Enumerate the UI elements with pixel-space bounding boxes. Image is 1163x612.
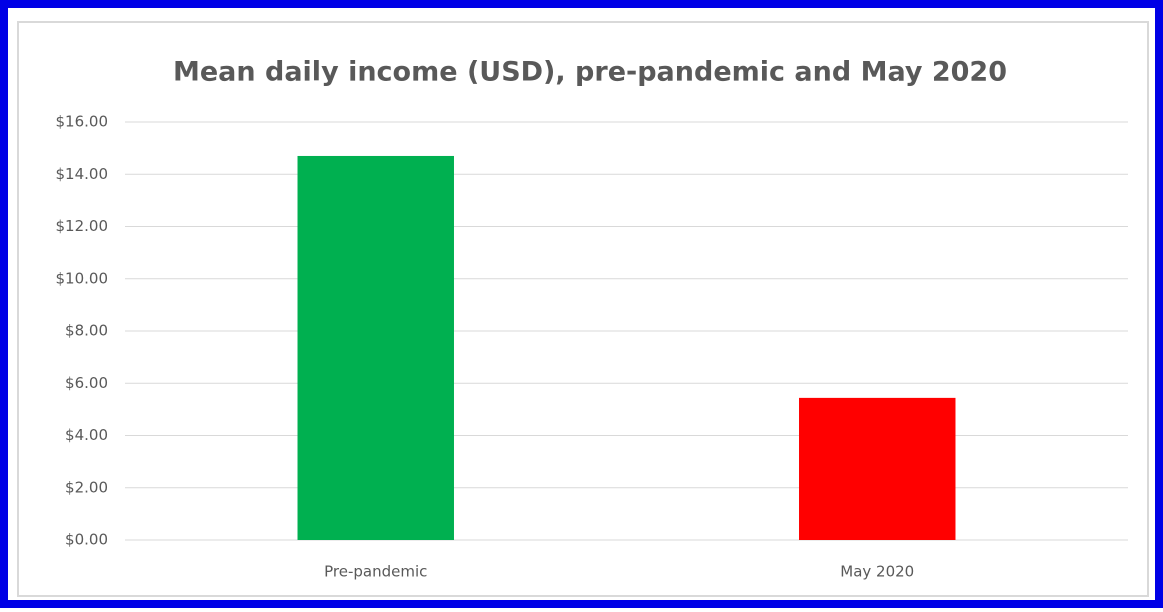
y-tick-label: $6.00 [65,374,108,392]
y-tick-label: $10.00 [56,269,109,287]
bar [297,155,454,540]
y-tick-label: $12.00 [56,217,109,235]
y-tick-label: $14.00 [56,165,109,183]
bar [799,397,956,540]
y-tick-label: $4.00 [65,426,108,444]
x-tick-label: Pre-pandemic [324,563,427,581]
y-tick-label: $2.00 [65,478,108,496]
chart-area [17,21,1149,597]
y-tick-label: $0.00 [65,531,108,549]
x-tick-label: May 2020 [840,563,914,581]
y-tick-label: $16.00 [56,113,109,131]
y-tick-label: $8.00 [65,322,108,340]
chart-title: Mean daily income (USD), pre-pandemic an… [173,57,1007,88]
